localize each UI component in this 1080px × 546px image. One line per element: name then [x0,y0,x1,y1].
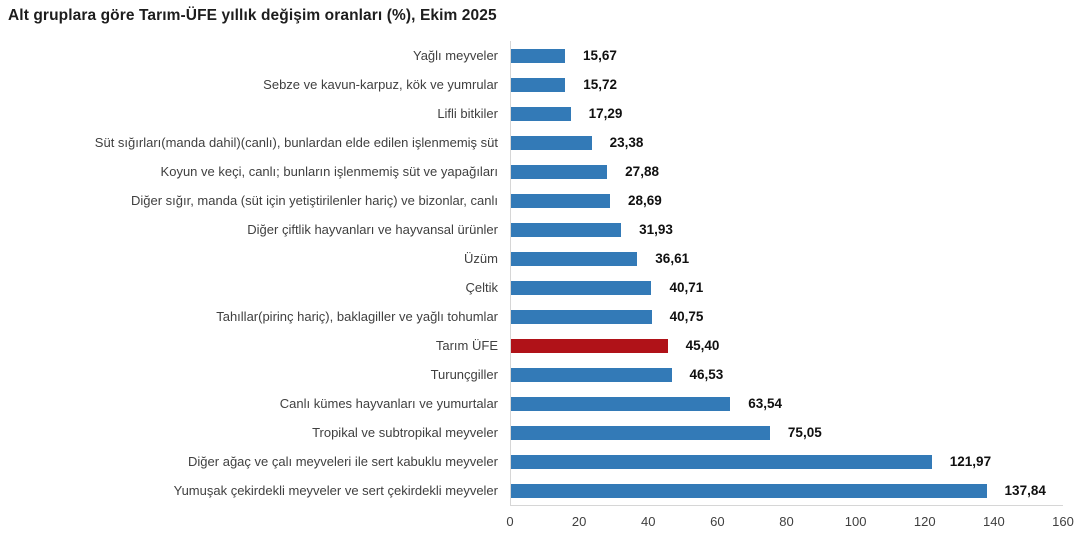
bar-row: Tropikal ve subtropikal meyveler 75,05 [0,418,1080,447]
bar [511,135,592,150]
bar [511,396,731,411]
category-label: Diğer ağaç ve çalı meyveleri ile sert ka… [188,454,498,469]
value-label: 28,69 [627,193,662,208]
value-label: 45,40 [685,338,720,353]
bar [511,48,566,63]
category-label: Lifli bitkiler [437,106,498,121]
bar [511,483,987,498]
value-label: 75,05 [787,425,822,440]
bar-track: 121,97 [510,447,1063,476]
x-axis-ticks: 0 20 40 60 80 100 120 140 160 [506,506,1073,534]
bar [511,454,932,469]
bar-row: Canlı kümes hayvanları ve yumurtalar 63,5… [0,389,1080,418]
x-tick-label: 100 [844,514,867,529]
category-label: Diğer sığır, manda (süt için yetiştirile… [130,193,498,208]
bar-track: 17,29 [510,99,1063,128]
bar-track: 28,69 [510,186,1063,215]
bar [511,280,652,295]
bar-track: 27,88 [510,157,1063,186]
x-axis-line [510,505,1063,506]
category-label: Sebze ve kavun-karpuz, kök ve yumrular [263,77,498,92]
category-label: Tarım ÜFE [435,338,498,353]
x-tick-label: 160 [1052,514,1074,529]
bar [511,222,622,237]
category-label: Yağlı meyveler [412,48,498,63]
bar-row: Diğer ağaç ve çalı meyveleri ile sert ka… [0,447,1080,476]
bar-row: Sebze ve kavun-karpuz, kök ve yumrular 15… [0,70,1080,99]
category-label: Süt sığırları(manda dahil)(canlı), bunla… [94,135,498,150]
bar-track: 31,93 [510,215,1063,244]
bar-track: 63,54 [510,389,1063,418]
bar-track: 46,53 [510,360,1063,389]
x-tick-label: 40 [641,514,656,529]
bar-row: Koyun ve keçi, canlı; bunların işlenmemi… [0,157,1080,186]
value-label: 15,67 [583,48,617,63]
bar-row: Üzüm 36,61 [0,244,1080,273]
category-label: Tahıllar(pirinç hariç), baklagiller ve y… [216,309,498,324]
bar-track: 15,67 [510,41,1063,70]
category-label: Turunçgiller [430,367,498,382]
value-label: 63,54 [748,396,782,411]
x-tick-label: 60 [710,514,725,529]
chart-title: Alt gruplara göre Tarım-ÜFE yıllık değiş… [8,7,497,24]
category-label: Diğer çiftlik hayvanları ve hayvansal ür… [247,222,498,237]
bar [511,367,672,382]
bar-row: Lifli bitkiler 17,29 [0,99,1080,128]
bar-track: 45,40 [510,331,1063,360]
value-label: 121,97 [949,454,992,469]
bar-row: Tarım ÜFE 45,40 [0,331,1080,360]
bar-row: Çeltik 40,71 [0,273,1080,302]
bar [511,77,566,92]
category-label: Tropikal ve subtropikal meyveler [312,425,498,440]
bar-row: Diğer sığır, manda (süt için yetiştirile… [0,186,1080,215]
bar-track: 40,71 [510,273,1063,302]
value-label: 40,71 [669,280,704,295]
category-label: Yumuşak çekirdekli meyveler ve sert çeki… [173,483,498,498]
value-label: 36,61 [655,251,690,266]
x-tick-label: 0 [506,514,514,529]
bar-row: Tahıllar(pirinç hariç), baklagiller ve y… [0,302,1080,331]
category-label: Canlı kümes hayvanları ve yumurtalar [279,396,498,411]
bar-rows: Yağlı meyveler 15,67 Sebze ve kavun-karpuz… [0,41,1080,505]
value-label: 31,93 [639,222,673,237]
bar-row: Turunçgiller 46,53 [0,360,1080,389]
highlight-bar [511,338,668,353]
value-label: 40,75 [669,309,704,324]
bar-track: 137,84 [510,476,1063,505]
value-label: 15,72 [583,77,618,92]
bar-track: 40,75 [510,302,1063,331]
bar [511,309,652,324]
category-label: Çeltik [465,280,498,295]
category-label: Koyun ve keçi, canlı; bunların işlenmemi… [160,164,498,179]
value-label: 17,29 [588,106,623,121]
value-label: 27,88 [625,164,659,179]
bar-track: 36,61 [510,244,1063,273]
x-tick-label: 140 [983,514,1005,529]
x-tick-label: 80 [779,514,794,529]
bar-track: 15,72 [510,70,1063,99]
bar-row: Yumuşak çekirdekli meyveler ve sert çeki… [0,476,1080,505]
value-label: 46,53 [689,367,724,382]
value-label: 23,38 [609,135,644,150]
bar [511,193,610,208]
category-label: Üzüm [464,251,498,266]
bar [511,251,638,266]
bar-row: Yağlı meyveler 15,67 [0,41,1080,70]
value-label: 137,84 [1004,483,1046,498]
bar [511,106,571,121]
bar-track: 75,05 [510,418,1063,447]
bar-row: Süt sığırları(manda dahil)(canlı), bunla… [0,128,1080,157]
bar [511,164,608,179]
bar-track: 23,38 [510,128,1063,157]
x-tick-label: 120 [913,514,936,529]
bar [511,425,770,440]
bar-row: Diğer çiftlik hayvanları ve hayvansal ür… [0,215,1080,244]
x-tick-label: 20 [571,514,587,529]
